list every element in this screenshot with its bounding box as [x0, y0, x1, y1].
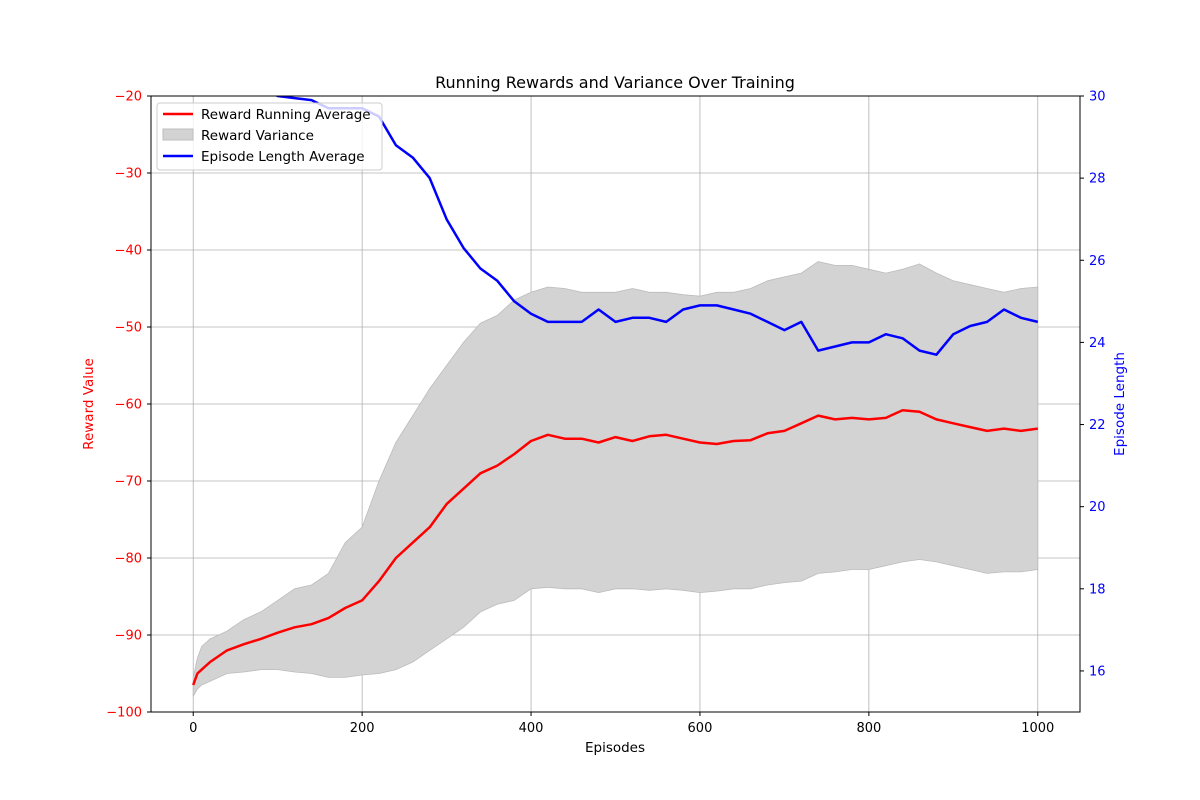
y-tick-label: −100 — [106, 706, 142, 721]
chart-title: Running Rewards and Variance Over Traini… — [435, 73, 795, 92]
x-tick-label: 200 — [350, 721, 375, 736]
legend-label-reward: Reward Running Average — [201, 107, 371, 123]
y-tick-label: −20 — [115, 90, 142, 105]
y-tick-label: −40 — [115, 244, 142, 259]
y2-tick-label: 18 — [1089, 582, 1106, 597]
x-tick-label: 600 — [688, 721, 713, 736]
y-tick-label: −50 — [115, 321, 142, 336]
x-tick-label: 400 — [519, 721, 544, 736]
series-reward-running-average — [192, 408, 1038, 686]
series-reward-variance — [192, 261, 1039, 697]
y2-tick-label: 30 — [1089, 90, 1106, 105]
y2-tick-label: 26 — [1089, 254, 1106, 269]
y2-tick-label: 16 — [1089, 664, 1106, 679]
x-tick-label: 1000 — [1021, 721, 1054, 736]
x-tick-label: 800 — [856, 721, 881, 736]
legend-label-length: Episode Length Average — [201, 149, 365, 165]
y-tick-label: −30 — [115, 167, 142, 182]
y2-tick-label: 24 — [1089, 336, 1106, 351]
y2-tick-label: 22 — [1089, 418, 1106, 433]
x-axis-label: Episodes — [585, 740, 645, 756]
axes: 0 200 400 600 800 1000 −100 −90 −80 −70 −60 −50 −40 −… — [106, 90, 1105, 737]
y-tick-label: −80 — [115, 552, 142, 567]
y-tick-label: −70 — [115, 475, 142, 490]
y2-axis-label: Episode Length — [1112, 352, 1128, 456]
legend-label-variance: Reward Variance — [201, 128, 314, 144]
y2-tick-label: 28 — [1089, 172, 1106, 187]
y-axis-label: Reward Value — [81, 358, 97, 450]
y-tick-label: −90 — [115, 629, 142, 644]
y-tick-label: −60 — [115, 398, 142, 413]
legend-box — [156, 102, 383, 171]
x-tick-label: 0 — [189, 721, 197, 736]
legend: Reward Running Average Reward Variance E… — [156, 102, 383, 171]
legend-swatch-variance — [162, 128, 194, 141]
y2-tick-label: 20 — [1089, 500, 1106, 515]
